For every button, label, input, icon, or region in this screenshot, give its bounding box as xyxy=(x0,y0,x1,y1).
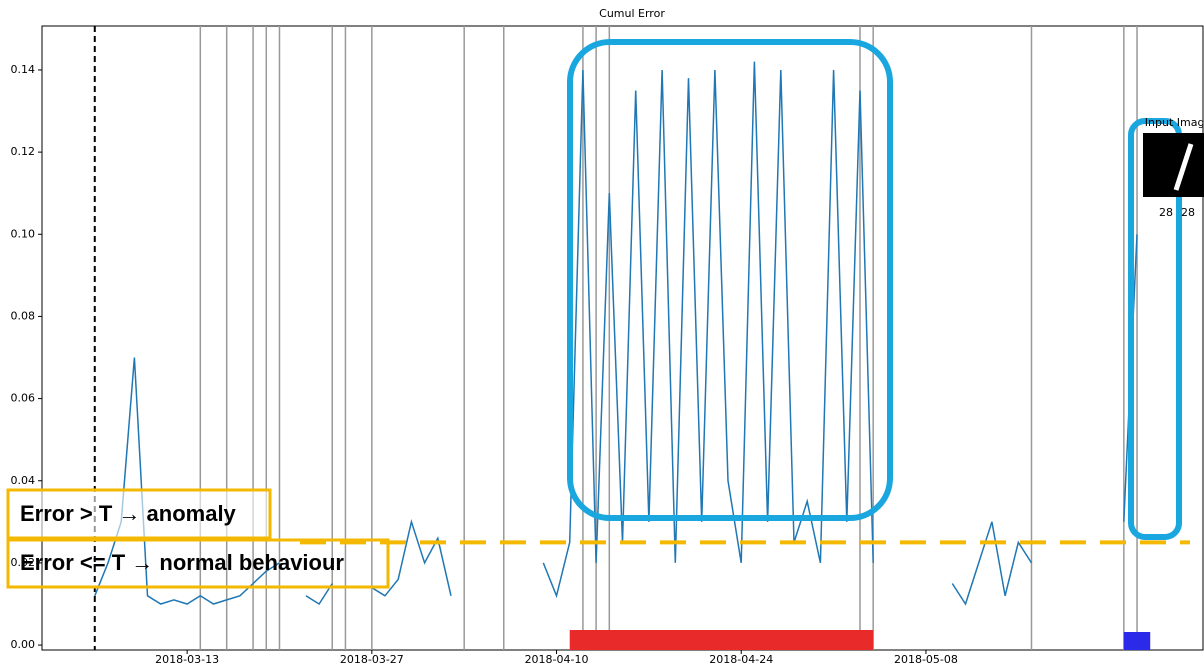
y-tick-label: 0.04 xyxy=(11,474,36,487)
y-tick-label: 0.12 xyxy=(11,145,36,158)
x-tick-label: 2018-03-13 xyxy=(155,653,219,666)
x-tick-label: 2018-04-10 xyxy=(525,653,589,666)
highlight-box xyxy=(570,42,890,518)
y-tick-label: 0.06 xyxy=(11,392,36,405)
x-tick-label: 2018-05-08 xyxy=(894,653,958,666)
annotation: Error <= T → normal behaviour xyxy=(20,550,344,575)
red-span xyxy=(570,630,873,650)
page: Cumul Error 0.000.020.040.060.080.100.12… xyxy=(0,0,1204,668)
inset-title: Input Image xyxy=(1145,116,1204,129)
inset-dim: 28 xyxy=(1181,206,1195,219)
y-tick-label: 0.00 xyxy=(11,638,36,651)
inset-image xyxy=(1143,133,1204,197)
y-tick-label: 0.10 xyxy=(11,227,36,240)
blue-span xyxy=(1124,632,1150,650)
x-tick-label: 2018-03-27 xyxy=(340,653,404,666)
chart-title: Cumul Error xyxy=(599,7,665,20)
chart: Cumul Error 0.000.020.040.060.080.100.12… xyxy=(0,0,1204,668)
annotation: Error > T → anomaly xyxy=(20,501,237,526)
inset-dim: 28 xyxy=(1159,206,1173,219)
y-tick-label: 0.08 xyxy=(11,309,36,322)
x-tick-label: 2018-04-24 xyxy=(709,653,773,666)
y-tick-label: 0.14 xyxy=(11,63,36,76)
